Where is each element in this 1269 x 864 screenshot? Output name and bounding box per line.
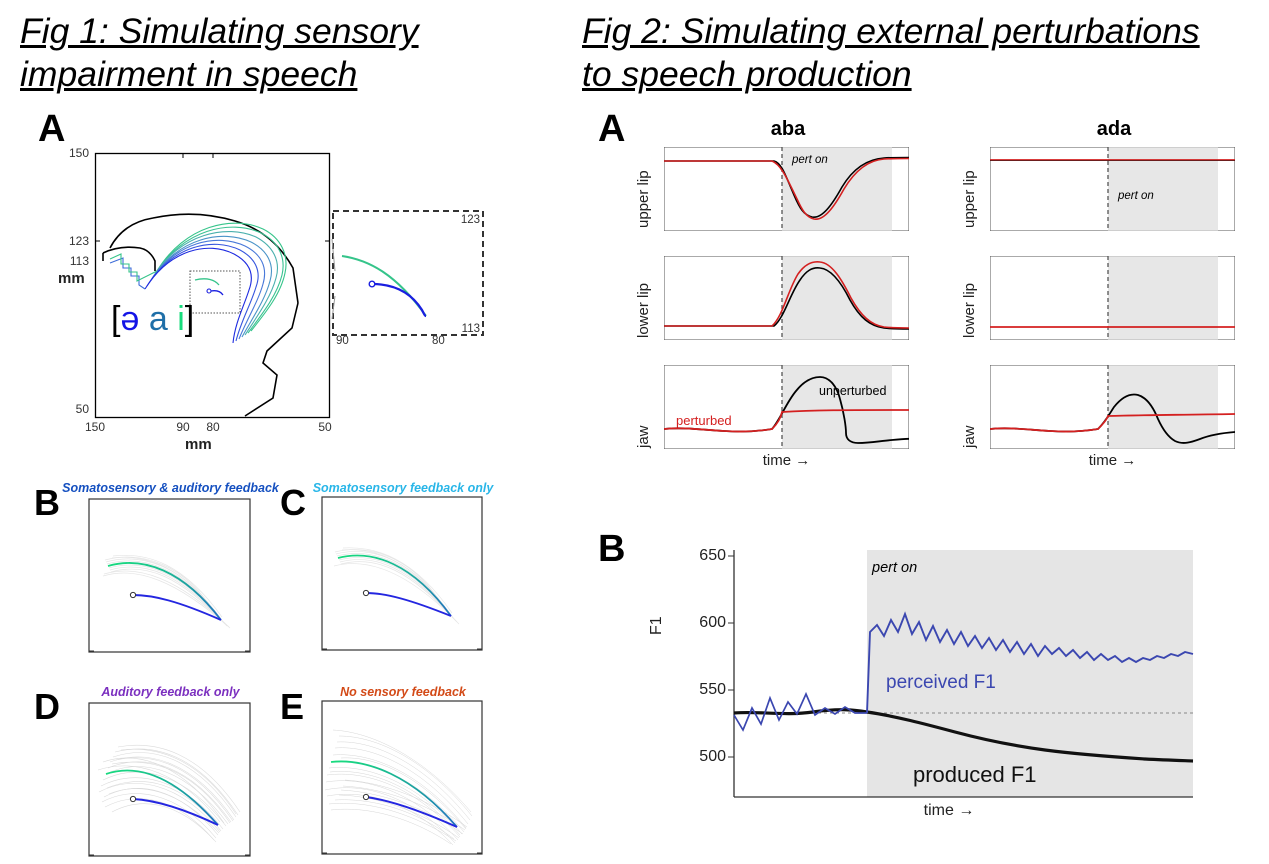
svg-text:perturbed: perturbed: [676, 413, 732, 428]
svg-text:123: 123: [461, 214, 480, 226]
svg-text:50: 50: [76, 402, 90, 416]
svg-text:pert on: pert on: [1117, 190, 1154, 202]
svg-text:pert on: pert on: [871, 560, 917, 576]
svg-text:pert on: pert on: [791, 154, 828, 166]
svg-text:80: 80: [206, 420, 220, 434]
svg-text:80: 80: [432, 335, 445, 347]
svg-text:550: 550: [699, 681, 726, 698]
svg-text:perceived F1: perceived F1: [886, 672, 996, 693]
svg-text:150: 150: [69, 146, 89, 160]
svg-text:unperturbed: unperturbed: [819, 384, 886, 398]
svg-text:produced F1: produced F1: [913, 762, 1037, 787]
svg-text:90: 90: [336, 335, 349, 347]
svg-text:50: 50: [318, 420, 332, 434]
svg-text:650: 650: [699, 547, 726, 564]
svg-text:500: 500: [699, 748, 726, 765]
svg-text:113: 113: [70, 254, 89, 268]
svg-text:90: 90: [176, 420, 190, 434]
svg-text:113: 113: [462, 323, 480, 335]
svg-text:123: 123: [69, 234, 89, 248]
svg-text:150: 150: [85, 420, 105, 434]
svg-text:600: 600: [699, 614, 726, 631]
